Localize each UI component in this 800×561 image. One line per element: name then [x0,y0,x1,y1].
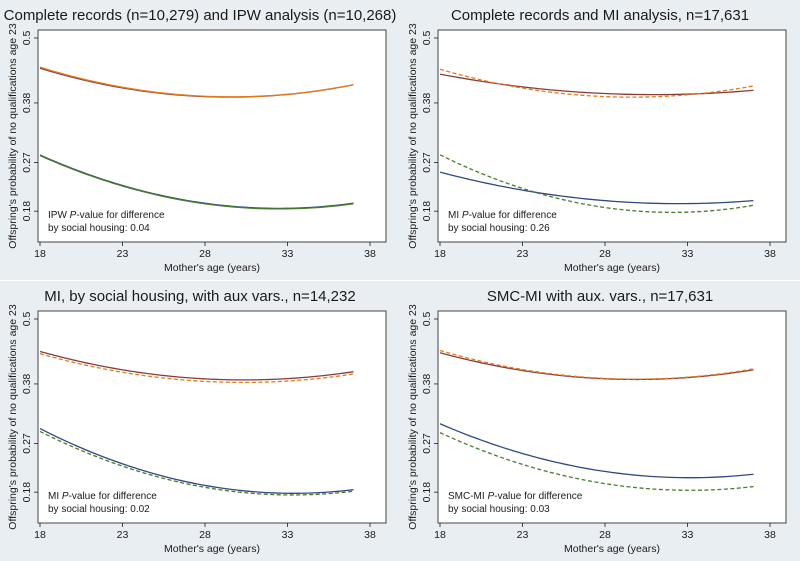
note-rest: -value for difference [76,210,165,221]
x-tick-label: 23 [517,529,529,541]
pvalue-note-line2: by social housing: 0.04 [48,223,150,234]
x-axis-label: Mother's age (years) [164,543,260,555]
x-axis-label: Mother's age (years) [564,543,660,555]
series-line-2 [39,353,354,384]
x-tick-label: 28 [599,529,611,541]
chart-title: SMC-MI with aux. vars., n=17,631 [487,288,713,305]
series-line-3 [39,427,354,494]
note-italic-p: P [462,210,469,221]
y-axis-label: Offspring's probability of no qualificat… [407,304,419,530]
y-tick-label: 0.18 [421,201,433,222]
plot-area [437,310,787,524]
plot-area [437,29,787,243]
note-rest: -value for difference [69,491,158,502]
x-tick-label: 33 [682,248,694,260]
note-method: MI [448,210,459,221]
x-tick-label: 28 [199,529,211,541]
series-line-2 [439,349,754,380]
x-axis-label: Mother's age (years) [164,262,260,274]
y-tick-label: 0.38 [421,93,433,114]
chart-svg-3: MI, by social housing, with aux vars., n… [7,288,387,555]
chart-panel-1: Complete records (n=10,279) and IPW anal… [0,0,400,280]
y-tick-label: 0.27 [21,433,33,454]
x-tick-label: 38 [364,248,376,260]
y-tick-label: 0.38 [21,93,33,114]
x-tick-label: 23 [117,529,129,541]
x-axis-label: Mother's age (years) [564,262,660,274]
y-tick-label: 0.27 [421,433,433,454]
chart-panel-4: SMC-MI with aux. vars., n=17,631 0.18 0.2… [400,281,800,561]
x-tick-label: 23 [517,248,529,260]
series-line-2 [39,66,354,98]
chart-panel-3: MI, by social housing, with aux vars., n… [0,281,400,561]
x-tick-label: 38 [364,529,376,541]
chart-title: Complete records and MI analysis, n=17,6… [451,7,749,24]
note-italic-p: P [62,491,69,502]
pvalue-note-line1: MI P-value for difference [48,491,157,502]
plot-area [37,310,387,524]
pvalue-note-line1: MI P-value for difference [448,210,557,221]
series-line-2 [439,68,754,98]
y-tick-label: 0.5 [21,312,33,327]
series-line-3 [439,171,754,205]
x-tick-label: 38 [764,248,776,260]
note-method: IPW [48,210,67,221]
y-axis-label: Offspring's probability of no qualificat… [7,23,19,249]
series-line-4 [39,430,354,496]
y-axis-label: Offspring's probability of no qualificat… [407,23,419,249]
y-tick-label: 0.38 [421,374,433,395]
x-tick-label: 23 [117,248,129,260]
y-tick-label: 0.38 [21,374,33,395]
pvalue-note-line2: by social housing: 0.03 [448,504,550,515]
y-tick-label: 0.27 [21,152,33,173]
series-line-4 [439,432,754,491]
note-method: MI [48,491,59,502]
x-tick-label: 28 [199,248,211,260]
note-italic-p: P [487,491,494,502]
chart-panel-2: Complete records and MI analysis, n=17,6… [400,0,800,280]
series-line-4 [39,154,354,210]
x-tick-label: 33 [282,529,294,541]
y-tick-label: 0.5 [421,312,433,327]
note-rest: -value for difference [469,210,558,221]
pvalue-note-line2: by social housing: 0.02 [48,504,150,515]
pvalue-note-line1: IPW P-value for difference [48,210,165,221]
x-tick-label: 18 [34,529,46,541]
y-tick-label: 0.5 [421,31,433,46]
y-tick-label: 0.18 [21,201,33,222]
series-line-4 [439,154,754,214]
note-italic-p: P [70,210,77,221]
x-tick-label: 38 [764,529,776,541]
x-tick-label: 33 [282,248,294,260]
pvalue-note-line1: SMC-MI P-value for difference [448,491,583,502]
pvalue-note-line2: by social housing: 0.26 [448,223,550,234]
chart-svg-1: Complete records (n=10,279) and IPW anal… [4,7,397,274]
y-tick-label: 0.18 [421,482,433,503]
y-tick-label: 0.5 [21,31,33,46]
note-rest: -value for difference [494,491,583,502]
x-tick-label: 18 [34,248,46,260]
chart-svg-2: Complete records and MI analysis, n=17,6… [407,7,787,274]
x-tick-label: 33 [682,529,694,541]
y-axis-label: Offspring's probability of no qualificat… [7,304,19,530]
x-tick-label: 18 [434,248,446,260]
series-line-1 [39,350,354,381]
chart-svg-4: SMC-MI with aux. vars., n=17,631 0.18 0.2… [407,288,787,555]
chart-title: Complete records (n=10,279) and IPW anal… [4,7,397,24]
note-method: SMC-MI [448,491,485,502]
x-tick-label: 28 [599,248,611,260]
series-line-3 [439,423,754,479]
y-tick-label: 0.27 [421,152,433,173]
y-tick-label: 0.18 [21,482,33,503]
x-tick-label: 18 [434,529,446,541]
chart-title: MI, by social housing, with aux vars., n… [44,288,355,305]
